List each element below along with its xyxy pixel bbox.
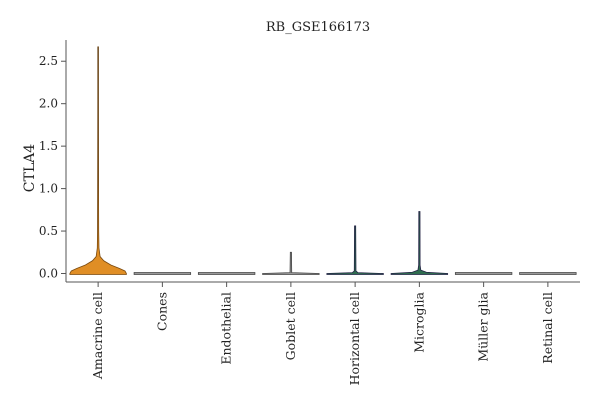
y-tick-label: 2.0 <box>39 97 58 111</box>
violin-body <box>390 211 449 275</box>
x-tick-label: Endothelial <box>219 292 234 365</box>
violin-body <box>454 272 513 275</box>
violin <box>390 211 449 275</box>
y-axis-label: CTLA4 <box>22 144 38 192</box>
violin <box>326 225 384 275</box>
y-tick-label: 1.0 <box>39 182 58 196</box>
x-tick-label: Retinal cell <box>540 292 555 364</box>
y-tick-label: 1.5 <box>39 139 58 153</box>
x-tick-labels: Amacrine cell Cones Endothelial Goblet cell… <box>90 282 555 385</box>
y-tick-label: 0.0 <box>39 267 58 281</box>
chart-title: RB_GSE166173 <box>266 20 370 35</box>
violin <box>262 251 320 275</box>
x-tick-label: Müller glia <box>476 291 491 361</box>
y-tick-label: 2.5 <box>39 54 58 68</box>
x-tick-label: Amacrine cell <box>90 292 105 380</box>
violin-body <box>519 272 577 275</box>
violin <box>454 272 513 275</box>
violin-body <box>262 251 320 275</box>
violin <box>197 272 256 275</box>
axes: 0.0 0.5 1.0 1.5 2.0 2.5 <box>39 40 580 283</box>
violin <box>519 272 577 275</box>
violin-body <box>133 272 192 275</box>
x-tick-label: Goblet cell <box>283 292 298 360</box>
violin-body <box>197 272 256 275</box>
x-tick-label: Cones <box>154 292 169 331</box>
x-tick-label: Microglia <box>411 291 426 352</box>
violin <box>69 46 127 275</box>
violin-body <box>69 46 127 275</box>
violin-body <box>326 225 384 275</box>
violin <box>133 272 192 275</box>
x-tick-label: Horizontal cell <box>347 292 362 385</box>
violins <box>69 46 577 275</box>
y-tick-label: 0.5 <box>39 224 58 238</box>
